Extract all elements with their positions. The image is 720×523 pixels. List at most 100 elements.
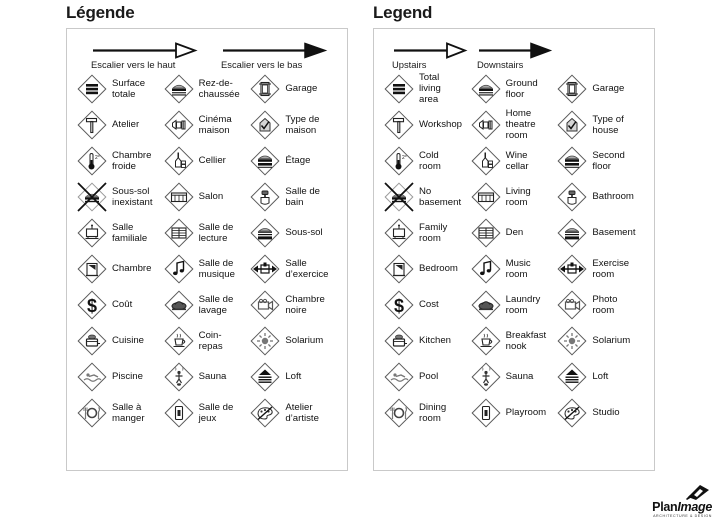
legend-entry-label: Garage xyxy=(285,83,318,95)
legend-entry[interactable]: Dining room xyxy=(384,395,471,431)
legend-entry[interactable]: Ground floor xyxy=(471,71,558,107)
legend-entry[interactable]: Exercise room xyxy=(557,251,644,287)
legend-entry-label: Family room xyxy=(419,221,448,244)
legend-entry[interactable]: Salle de lecture xyxy=(164,215,251,251)
legend-entry[interactable]: Solarium xyxy=(250,323,337,359)
legend-entry-label: Salle de lecture xyxy=(198,221,234,244)
bathroom-icon xyxy=(557,182,587,212)
legend-entry[interactable]: Bathroom xyxy=(557,179,644,215)
legend-entry[interactable]: Chambre xyxy=(77,251,164,287)
legend-entry[interactable]: Salle d’exercice xyxy=(250,251,337,287)
arrow-up-open-icon xyxy=(93,42,198,59)
legend-entry-label: Atelier xyxy=(112,119,140,131)
legend-entry[interactable]: Sous-sol inexistant xyxy=(77,179,164,215)
solarium-sun-icon xyxy=(557,326,587,356)
legend-entry[interactable]: Atelier d’artiste xyxy=(250,395,337,431)
legend-entry[interactable]: Playroom xyxy=(471,395,558,431)
wine-cellar-icon xyxy=(164,146,194,176)
legend-entry[interactable]: Salle de lavage xyxy=(164,287,251,323)
logo-plan: Plan xyxy=(652,500,678,514)
legend-entry[interactable]: Cellier xyxy=(164,143,251,179)
legend-entry[interactable]: Salle à manger xyxy=(77,395,164,431)
legend-entry[interactable]: Photo room xyxy=(557,287,644,323)
legend-entry[interactable]: Salle de jeux xyxy=(164,395,251,431)
legend-entry[interactable]: Second floor xyxy=(557,143,644,179)
legend-entry[interactable]: Cuisine xyxy=(77,323,164,359)
legend-entry[interactable]: 2° Chambre froide xyxy=(77,143,164,179)
stair-up-label-english: Upstairs xyxy=(392,59,427,70)
legend-entry-label: Sous-sol xyxy=(285,227,323,239)
legend-entry[interactable]: Solarium xyxy=(557,323,644,359)
legend-entry[interactable]: Total living area xyxy=(384,71,471,107)
stairs-row-french: Escalier vers le haut Escalier vers le b… xyxy=(77,40,337,71)
legend-entry[interactable]: $ Cost xyxy=(384,287,471,323)
legend-entry[interactable]: Home theatre room xyxy=(471,107,558,143)
legend-entry[interactable]: Workshop xyxy=(384,107,471,143)
legend-entry[interactable]: Sauna xyxy=(471,359,558,395)
legend-entry[interactable]: Salle de musique xyxy=(164,251,251,287)
legend-entry[interactable]: No basement xyxy=(384,179,471,215)
svg-text:2°: 2° xyxy=(402,155,407,161)
legend-entry[interactable]: Laundry room xyxy=(471,287,558,323)
legend-entry[interactable]: Sous-sol xyxy=(250,215,337,251)
legend-entry[interactable]: Loft xyxy=(250,359,337,395)
legend-entry[interactable]: Sauna xyxy=(164,359,251,395)
second-floor-icon xyxy=(557,146,587,176)
stair-up-french: Escalier vers le haut xyxy=(91,42,221,71)
legend-entry[interactable]: $ Coût xyxy=(77,287,164,323)
legend-entry[interactable]: Living room xyxy=(471,179,558,215)
legend-entry[interactable]: Basement xyxy=(557,215,644,251)
legend-entry-label: Atelier d’artiste xyxy=(285,401,319,424)
cost-dollar-icon: $ xyxy=(77,290,107,320)
logo-image: Image xyxy=(677,500,712,514)
basement-icon xyxy=(250,218,280,248)
legend-entry[interactable]: Piscine xyxy=(77,359,164,395)
legend-entry-label: Salle d’exercice xyxy=(285,257,329,280)
laundry-room-icon xyxy=(164,290,194,320)
legend-entry[interactable]: Den xyxy=(471,215,558,251)
arrow-down-filled-icon xyxy=(479,42,553,59)
garage-icon xyxy=(250,74,280,104)
stair-down-english: Downstairs xyxy=(477,42,555,71)
legend-grid-english: Total living area Ground floor Garage Works… xyxy=(384,71,644,431)
legend-entry-label: Salle de lavage xyxy=(198,293,234,316)
legend-entry[interactable]: Bedroom xyxy=(384,251,471,287)
workshop-hammer-icon xyxy=(384,110,414,140)
legend-entry[interactable]: Kitchen xyxy=(384,323,471,359)
legend-entry[interactable]: 2° Cold room xyxy=(384,143,471,179)
legend-entry[interactable]: Wine cellar xyxy=(471,143,558,179)
legend-entry[interactable]: Atelier xyxy=(77,107,164,143)
legend-entry[interactable]: Salle familiale xyxy=(77,215,164,251)
legend-entry-label: Sauna xyxy=(198,371,227,383)
legend-entry[interactable]: Coin- repas xyxy=(164,323,251,359)
legend-entry[interactable]: Pool xyxy=(384,359,471,395)
exercise-room-icon xyxy=(250,254,280,284)
legend-entry[interactable]: Salle de bain xyxy=(250,179,337,215)
legend-entry-label: Chambre froide xyxy=(112,149,152,172)
legend-entry[interactable]: Family room xyxy=(384,215,471,251)
stair-down-label-english: Downstairs xyxy=(477,59,524,70)
legend-entry-label: Garage xyxy=(592,83,625,95)
legend-entry[interactable]: Garage xyxy=(557,71,644,107)
dining-room-icon xyxy=(77,398,107,428)
legend-entry-label: Music room xyxy=(505,257,531,280)
legend-entry[interactable]: Chambre noire xyxy=(250,287,337,323)
legend-entry[interactable]: Rez-de- chaussée xyxy=(164,71,251,107)
legend-entry[interactable]: Cinéma maison xyxy=(164,107,251,143)
legend-entry[interactable]: Étage xyxy=(250,143,337,179)
panel-title-english: Legend xyxy=(373,3,433,22)
legend-entry[interactable]: Type de maison xyxy=(250,107,337,143)
legend-entry[interactable]: Garage xyxy=(250,71,337,107)
panel-box-french: Escalier vers le haut Escalier vers le b… xyxy=(66,28,348,471)
legend-entry[interactable]: Loft xyxy=(557,359,644,395)
photo-room-icon xyxy=(557,290,587,320)
legend-entry[interactable]: Surface totale xyxy=(77,71,164,107)
legend-entry[interactable]: Music room xyxy=(471,251,558,287)
legend-entry-label: Chambre noire xyxy=(285,293,325,316)
legend-entry[interactable]: Breakfast nook xyxy=(471,323,558,359)
legend-entry[interactable]: Studio xyxy=(557,395,644,431)
legend-entry-label: Breakfast nook xyxy=(505,329,547,352)
legend-entry[interactable]: Type of house xyxy=(557,107,644,143)
legend-entry[interactable]: Salon xyxy=(164,179,251,215)
